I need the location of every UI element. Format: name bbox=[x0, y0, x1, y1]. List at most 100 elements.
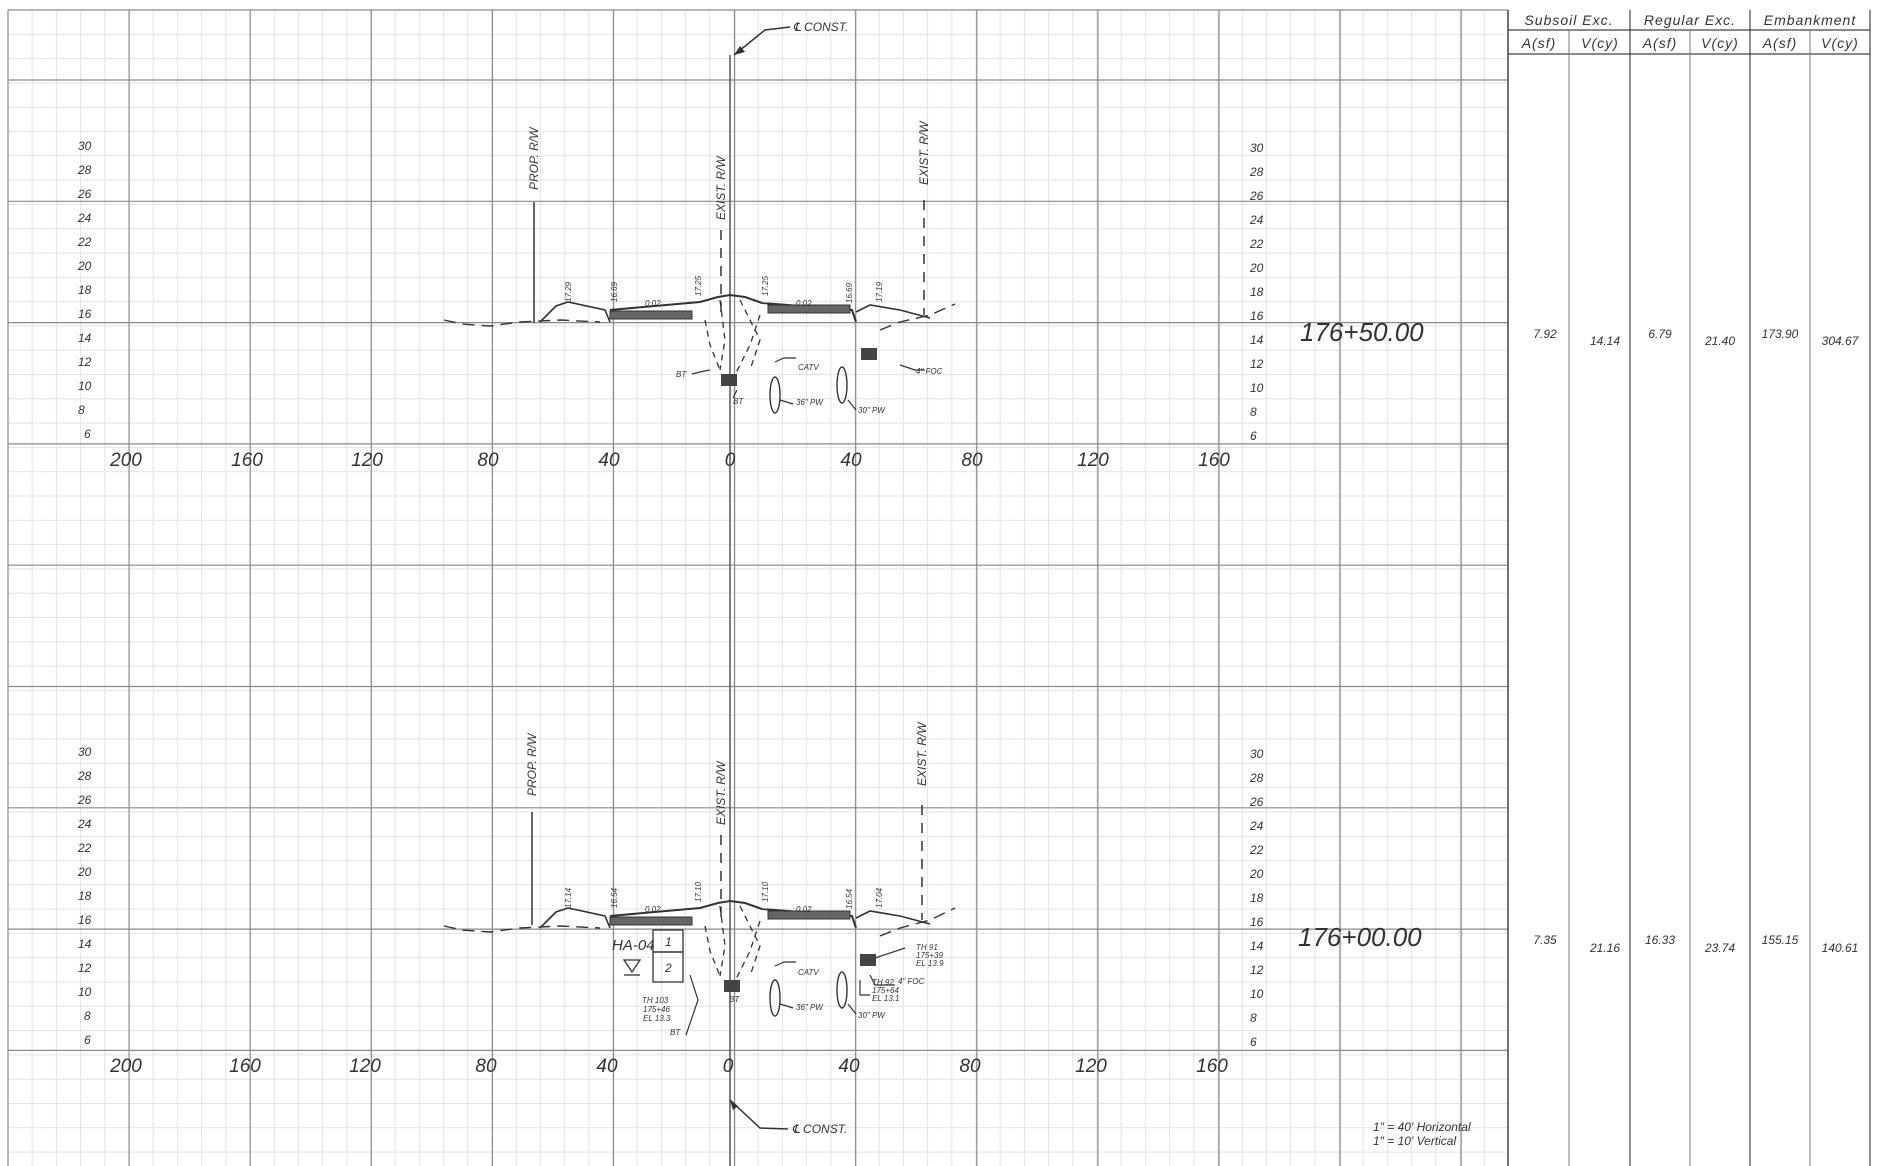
elevation-label: 16 bbox=[1250, 915, 1264, 929]
slope-label: 0.02 bbox=[645, 905, 661, 914]
test-hole-label: 175+39 bbox=[916, 951, 943, 960]
utility-labels: BT BT CATV 36" PW 30" PW 4" FOC bbox=[670, 968, 925, 1037]
elevation-label: 8 bbox=[1250, 405, 1257, 419]
grade-label: 17.25 bbox=[761, 275, 770, 296]
elevation-label: 26 bbox=[77, 187, 92, 201]
test-hole-label: TH 92 bbox=[872, 978, 894, 987]
elevation-labels-left: 30 28 26 24 22 20 18 16 14 12 10 8 6 bbox=[77, 745, 92, 1047]
elevation-label: 20 bbox=[77, 865, 92, 879]
qty-value: 6.79 bbox=[1648, 327, 1672, 341]
offset-label: 120 bbox=[351, 450, 383, 471]
centerline-label-top: ℄ CONST. bbox=[793, 20, 848, 34]
elevation-label: 6 bbox=[84, 1033, 91, 1047]
elevation-label: 28 bbox=[77, 163, 92, 177]
qty-value: 16.33 bbox=[1645, 933, 1675, 947]
utility-label-bt: BT bbox=[729, 995, 740, 1004]
offset-label: 0 bbox=[723, 1056, 734, 1077]
elevation-label: 18 bbox=[78, 889, 92, 903]
slope-label: 0.02 bbox=[796, 299, 812, 308]
grade-label: 16.69 bbox=[845, 282, 854, 303]
elevation-label: 16 bbox=[78, 913, 92, 927]
utility-label-pw: 36" PW bbox=[796, 1003, 824, 1012]
proposed-roadway-section bbox=[539, 899, 931, 982]
elevation-label: 22 bbox=[77, 235, 92, 249]
utility-label-pw: 36" PW bbox=[796, 398, 824, 407]
elevation-label: 20 bbox=[77, 259, 92, 273]
offset-label: 200 bbox=[109, 450, 142, 471]
utility-label-foc: 4" FOC bbox=[916, 367, 943, 376]
elevation-labels-right: 30 28 26 24 22 20 18 16 14 12 10 8 6 bbox=[1249, 141, 1264, 443]
offset-label: 200 bbox=[109, 1056, 142, 1077]
quantity-table: Subsoil Exc. Regular Exc. Embankment A(s… bbox=[1507, 10, 1871, 1166]
grade-label: 16.69 bbox=[610, 281, 619, 302]
elevation-label: 22 bbox=[1249, 843, 1264, 857]
elevation-label: 14 bbox=[78, 331, 92, 345]
elevation-label: 18 bbox=[1250, 285, 1264, 299]
offset-label: 40 bbox=[840, 450, 862, 471]
offset-labels: 200 160 120 80 40 0 40 80 120 160 bbox=[109, 1056, 1228, 1077]
utility-label-foc: 4" FOC bbox=[898, 977, 925, 986]
prop-rw-label: PROP. R/W bbox=[525, 732, 539, 796]
offset-labels: 200 160 120 80 40 0 40 80 120 160 bbox=[109, 450, 1230, 471]
utility-symbols bbox=[685, 947, 906, 1036]
elevation-label: 12 bbox=[78, 355, 92, 369]
grade-label: 17.10 bbox=[761, 881, 770, 902]
utility-label-catv: CATV bbox=[798, 968, 819, 977]
subheader-area: A(sf) bbox=[1642, 35, 1678, 51]
qty-value: 21.16 bbox=[1589, 941, 1620, 955]
header-subsoil-exc: Subsoil Exc. bbox=[1524, 12, 1613, 28]
offset-label: 120 bbox=[1075, 1056, 1107, 1077]
proposed-roadway-section bbox=[539, 293, 931, 376]
grade-label: 17.29 bbox=[564, 281, 573, 302]
test-hole-label: 175+46 bbox=[643, 1005, 670, 1014]
offset-label: 160 bbox=[1196, 1056, 1228, 1077]
elevation-label: 26 bbox=[77, 793, 92, 807]
elevation-label: 14 bbox=[78, 937, 92, 951]
elevation-label: 10 bbox=[78, 985, 92, 999]
qty-value: 14.14 bbox=[1590, 334, 1620, 348]
offset-label: 120 bbox=[1077, 450, 1109, 471]
elevation-label: 22 bbox=[77, 841, 92, 855]
station-label: 176+00.00 bbox=[1298, 922, 1422, 952]
water-table-icon bbox=[622, 959, 642, 974]
elevation-label: 10 bbox=[1250, 381, 1264, 395]
grade-label: 17.10 bbox=[694, 881, 703, 902]
elevation-label: 6 bbox=[1250, 1035, 1257, 1049]
offset-label: 160 bbox=[231, 450, 263, 471]
elevation-label: 8 bbox=[1250, 1011, 1257, 1025]
slope-label: 0.02 bbox=[645, 299, 661, 308]
qty-value: 7.92 bbox=[1533, 327, 1557, 341]
grade-label: 17.14 bbox=[564, 887, 573, 908]
elevation-label: 12 bbox=[1250, 357, 1264, 371]
grade-labels: 17.14 16.54 17.10 17.10 16.54 17.04 0.02… bbox=[564, 881, 884, 914]
header-regular-exc: Regular Exc. bbox=[1644, 12, 1736, 28]
test-hole-label: EL 13.1 bbox=[872, 994, 899, 1003]
grade-label: 16.54 bbox=[610, 887, 619, 908]
utility-label-bt: BT bbox=[676, 370, 687, 379]
qty-value: 173.90 bbox=[1762, 327, 1799, 341]
elevation-label: 16 bbox=[78, 307, 92, 321]
exist-rw-label-right: EXIST. R/W bbox=[915, 721, 929, 786]
elevation-label: 10 bbox=[1250, 987, 1264, 1001]
qty-value: 7.35 bbox=[1533, 933, 1557, 947]
subheader-area: A(sf) bbox=[1762, 35, 1798, 51]
elevation-label: 12 bbox=[1250, 963, 1264, 977]
elevation-label: 24 bbox=[77, 817, 92, 831]
elevation-label: 14 bbox=[1250, 333, 1264, 347]
offset-label: 80 bbox=[475, 1056, 497, 1077]
offset-label: 40 bbox=[596, 1056, 618, 1077]
boring-layer: 1 bbox=[665, 935, 672, 949]
cross-section-176-50: 30 28 26 24 22 20 18 16 14 12 10 8 6 30 … bbox=[77, 120, 1424, 471]
utility-label-pw: 30" PW bbox=[858, 406, 886, 415]
grade-label: 17.19 bbox=[875, 281, 884, 302]
qty-value: 304.67 bbox=[1822, 334, 1860, 348]
elevation-label: 18 bbox=[78, 283, 92, 297]
elevation-label: 10 bbox=[78, 379, 92, 393]
utility-symbols bbox=[691, 348, 925, 414]
utility-labels: BT BT CATV 36" PW 30" PW 4" FOC bbox=[676, 363, 943, 415]
existing-ground-line bbox=[879, 907, 956, 937]
major-grid bbox=[7, 9, 1508, 1166]
scale-horizontal: 1" = 40' Horizontal bbox=[1373, 1120, 1471, 1134]
centerline-label-bottom: ℄ CONST. bbox=[792, 1122, 847, 1136]
scale-note: 1" = 40' Horizontal 1" = 10' Vertical bbox=[1373, 1120, 1471, 1148]
